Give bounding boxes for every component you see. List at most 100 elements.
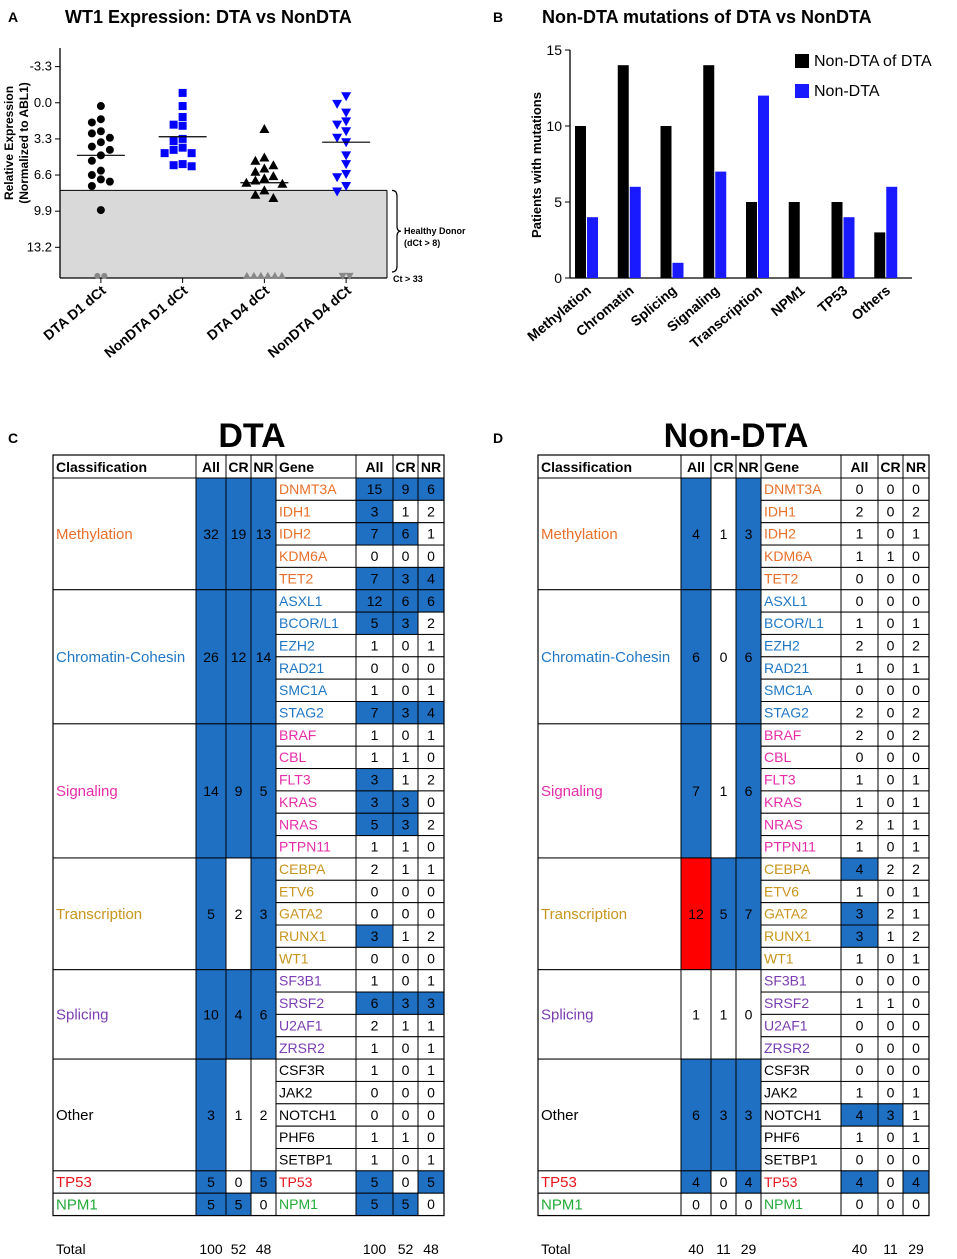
bar [746,202,757,278]
table-gene-count: 0 [427,1129,435,1145]
scatter-point [96,175,105,184]
scatter-category-label: NonDTA D4 dCt [265,282,355,361]
table-gene-count: 1 [856,1129,864,1145]
table-gene-count: 1 [856,548,864,564]
table-gene-count: 1 [887,548,895,564]
table-gene-count: 0 [912,481,920,497]
table-gene-count: 1 [402,772,410,788]
ct-threshold-label: Ct > 33 [393,274,423,284]
table-gene-count: 0 [887,682,895,698]
table-gene-count: 1 [427,973,435,989]
table-group-count: 5 [720,906,728,922]
table-gene-count: 0 [912,995,920,1011]
scatter-ylabel-line1: Relative Expression [2,86,16,200]
table-gene-count: 1 [912,1129,920,1145]
table-group-count-cell [195,723,227,859]
table-gene-count: 2 [427,615,435,631]
scatter-point [259,124,270,134]
table-group-count: 0 [745,1006,753,1022]
table-gene-count: 2 [856,503,864,519]
table-gene-count: 1 [912,906,920,922]
table-gene-count: 6 [371,995,379,1011]
table-gene-name: PTPN11 [764,839,816,855]
table-header-cell: Classification [541,459,632,475]
table-group-count-cell [250,589,277,725]
scatter-point [178,134,187,143]
table-group-cell [52,969,197,1060]
table-gene-count: 0 [912,570,920,586]
scatter-point [332,133,343,143]
table-gene-count: 1 [856,660,864,676]
table-total-value: 11 [716,1241,731,1257]
scatter-point [259,173,270,183]
table-group-count-cell [680,723,712,859]
table-gene-name: ETV6 [279,883,314,899]
table-group-count-cell [710,969,737,1060]
scatter-point [96,166,105,175]
table-gene-name: SF3B1 [764,973,807,989]
table-gene-count: 0 [371,1107,379,1123]
table-gene-count: 0 [427,839,435,855]
table-gene-count: 1 [427,861,435,877]
scatter-point [178,143,187,152]
table-gene-count: 0 [856,593,864,609]
table-gene-count: 6 [402,593,410,609]
table-header-cell: All [687,459,705,475]
table-group-count: 13 [256,526,272,542]
table-gene-count: 7 [371,705,379,721]
table-gene-name: TP53 [764,1174,798,1190]
table-gene-count: 0 [371,660,379,676]
scatter-ytick-label: 9.9 [34,203,52,218]
table-gene-count: 1 [371,839,379,855]
table-gene-count: 0 [887,615,895,631]
table-group-count-cell [735,589,762,725]
scatter-point [178,102,187,111]
scatter-point [105,145,114,154]
table-header-cell: CR [395,459,415,475]
table-gene-count: 0 [912,973,920,989]
table-gene-count: 0 [912,548,920,564]
table-group-name: Chromatin-Cohesin [56,649,185,666]
table-gene-name: PHF6 [764,1129,800,1145]
table-gene-count: 1 [427,682,435,698]
table-gene-name: PHF6 [279,1129,315,1145]
table-c: Classification All CR NR Gene All CR NR Methylat… [52,454,445,1257]
scatter-ytick-label: 0.0 [34,95,52,110]
table-gene-count: 3 [402,816,410,832]
table-gene-name: SMC1A [764,682,813,698]
scatter-point [332,99,343,109]
table-gene-count: 1 [912,526,920,542]
table-group-count: 5 [207,1196,215,1212]
table-gene-count: 3 [402,615,410,631]
table-header-cell: Gene [279,459,314,475]
table-group-count-cell [250,969,277,1060]
table-gene-count: 1 [371,727,379,743]
table-gene-count: 1 [402,928,410,944]
table-gene-count: 2 [856,705,864,721]
table-gene-count: 1 [371,749,379,765]
bar [831,202,843,278]
table-gene-count: 0 [856,749,864,765]
table-gene-count: 0 [887,1084,895,1100]
scatter-point [341,117,352,127]
table-group-name: NPM1 [56,1196,98,1213]
table-gene-count: 0 [912,749,920,765]
table-gene-count: 0 [912,1040,920,1056]
table-gene-count: 1 [427,526,435,542]
table-gene-count: 2 [427,816,435,832]
table-gene-count: 3 [856,928,864,944]
healthy-donor-label: Healthy Donor [404,226,466,236]
table-group-name: TP53 [541,1174,577,1191]
table-gene-count: 5 [371,816,379,832]
table-gene-name: SMC1A [279,682,328,698]
table-header-cell: NR [738,459,758,475]
table-group-name: Chromatin-Cohesin [541,649,670,666]
table-gene-count: 0 [887,503,895,519]
table-group-count: 6 [692,1107,700,1123]
scatter-title: WT1 Expression: DTA vs NonDTA [65,7,352,27]
table-total-value: 29 [908,1241,924,1257]
table-gene-count: 0 [887,772,895,788]
table-gene-count: 4 [912,1174,920,1190]
table-gene-count: 0 [887,794,895,810]
table-gene-count: 0 [887,570,895,586]
